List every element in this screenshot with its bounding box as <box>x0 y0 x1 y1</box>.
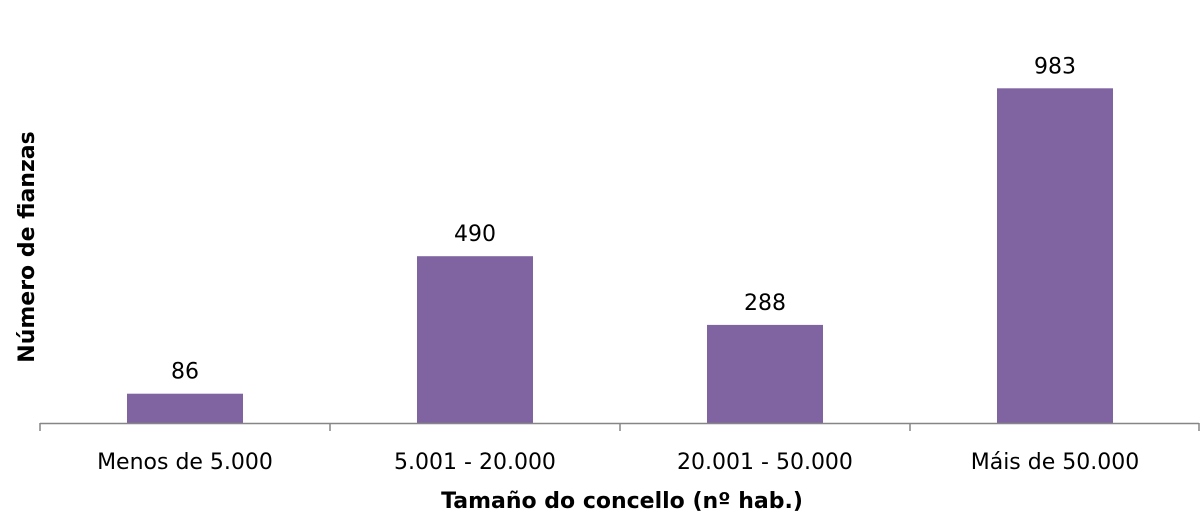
value-label-4: 983 <box>1034 54 1076 79</box>
bar-3 <box>707 324 823 423</box>
x-tick-label-1: Menos de 5.000 <box>97 450 273 475</box>
x-tick-labels-layer: Menos de 5.000 5.001 - 20.000 20.001 - 50.… <box>97 450 1139 475</box>
bar-2 <box>417 256 533 423</box>
value-label-3: 288 <box>744 291 786 316</box>
value-labels-layer: 86 490 288 983 <box>171 54 1076 384</box>
x-tick-label-2: 5.001 - 20.000 <box>394 450 556 475</box>
x-tick-label-3: 20.001 - 50.000 <box>677 450 853 475</box>
value-label-1: 86 <box>171 360 199 385</box>
bars-layer <box>127 88 1113 424</box>
x-axis <box>39 422 1200 431</box>
bar-1 <box>127 393 243 423</box>
y-axis-title: Número de fianzas <box>15 131 40 362</box>
x-tick-label-4: Máis de 50.000 <box>971 450 1140 475</box>
bar-4 <box>997 88 1113 424</box>
x-axis-title: Tamaño do concello (nº hab.) <box>441 489 803 514</box>
value-label-2: 490 <box>454 222 496 247</box>
